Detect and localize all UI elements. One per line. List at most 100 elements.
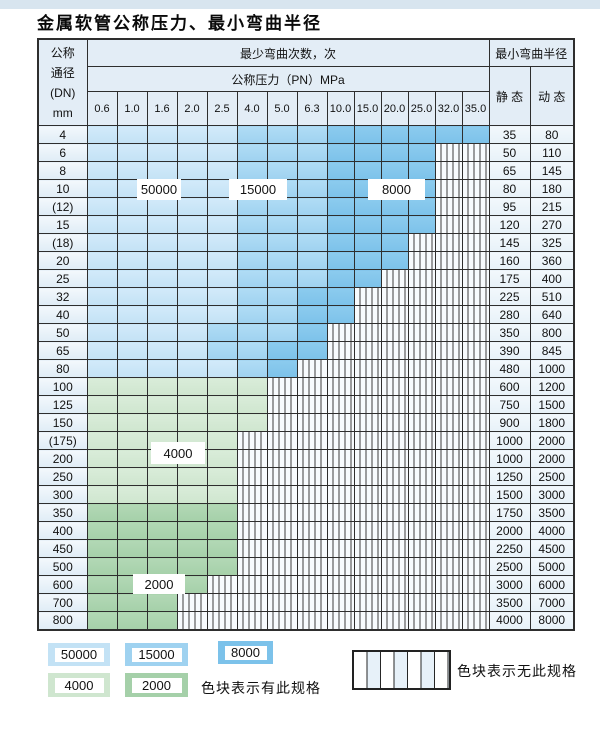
- table-row: 450 2250 4500: [37, 539, 575, 558]
- spec-cell: [146, 197, 178, 216]
- spec-cell: [353, 161, 382, 180]
- spec-cell: [326, 431, 355, 450]
- spec-cell: [176, 557, 208, 576]
- table-row: 150 900 1800: [37, 413, 575, 432]
- spec-cell: [461, 503, 490, 522]
- static-value: 65: [488, 161, 531, 180]
- spec-cell: [86, 233, 118, 252]
- spec-cell: [206, 251, 238, 270]
- spec-cell: [86, 197, 118, 216]
- spec-cell: [380, 431, 409, 450]
- spec-cell: [146, 215, 178, 234]
- spec-cell: [461, 215, 490, 234]
- spec-cell: [236, 287, 268, 306]
- spec-cell: [206, 539, 238, 558]
- legend-swatch-label: 15000: [131, 647, 182, 662]
- dn-cell: 100: [37, 377, 88, 396]
- static-value: 2000: [488, 521, 531, 540]
- spec-cell: [176, 413, 208, 432]
- spec-cell: [407, 197, 436, 216]
- dynamic-value: 510: [529, 287, 575, 306]
- cycle-count-label-15000: 15000: [229, 179, 287, 200]
- spec-cell: [236, 503, 268, 522]
- spec-cell: [86, 269, 118, 288]
- spec-cell: [146, 125, 178, 144]
- spec-cell: [86, 467, 118, 486]
- spec-cell: [434, 539, 463, 558]
- legend-swatch-2000: 2000: [125, 673, 188, 697]
- static-value: 3500: [488, 593, 531, 612]
- spec-cell: [353, 593, 382, 612]
- spec-cell: [266, 161, 298, 180]
- spec-cell: [296, 359, 328, 378]
- dynamic-value: 6000: [529, 575, 575, 594]
- dn-cell: 15: [37, 215, 88, 234]
- spec-cell: [461, 449, 490, 468]
- spec-cell: [176, 467, 208, 486]
- spec-cell: [380, 269, 409, 288]
- table-row: 10 80 180: [37, 179, 575, 198]
- spec-cell: [296, 395, 328, 414]
- spec-cell: [353, 143, 382, 162]
- dynamic-value: 1000: [529, 359, 575, 378]
- spec-cell: [461, 521, 490, 540]
- spec-cell: [206, 449, 238, 468]
- spec-cell: [380, 611, 409, 630]
- spec-cell: [266, 503, 298, 522]
- spec-cell: [116, 269, 148, 288]
- spec-cell: [236, 305, 268, 324]
- table-row: 350 1750 3500: [37, 503, 575, 522]
- spec-cell: [236, 323, 268, 342]
- spec-cell: [407, 269, 436, 288]
- spec-cell: [434, 197, 463, 216]
- spec-cell: [353, 413, 382, 432]
- static-value: 1000: [488, 449, 531, 468]
- dn-cell: (18): [37, 233, 88, 252]
- spec-cell: [236, 521, 268, 540]
- cycle-count-label-50000: 50000: [137, 179, 181, 200]
- pressure-spec-table: 公称 通径 (DN) mm 最少弯曲次数，次 最小弯曲半径 公称压力（PN）MPa 静 态动 …: [37, 38, 575, 631]
- spec-cell: [86, 161, 118, 180]
- dn-cell: 300: [37, 485, 88, 504]
- dn-cell: 32: [37, 287, 88, 306]
- spec-cell: [326, 377, 355, 396]
- spec-cell: [206, 431, 238, 450]
- spec-cell: [407, 395, 436, 414]
- spec-cell: [146, 611, 178, 630]
- spec-cell: [176, 215, 208, 234]
- static-value: 120: [488, 215, 531, 234]
- spec-cell: [326, 269, 355, 288]
- bend-cycles-header: 最少弯曲次数，次: [86, 38, 490, 67]
- spec-cell: [86, 485, 118, 504]
- spec-cell: [146, 161, 178, 180]
- spec-cell: [116, 287, 148, 306]
- spec-cell: [434, 467, 463, 486]
- pressure-tick: 32.0: [434, 91, 463, 126]
- spec-cell: [434, 161, 463, 180]
- spec-cell: [461, 359, 490, 378]
- spec-cell: [380, 233, 409, 252]
- spec-cell: [434, 269, 463, 288]
- spec-cell: [353, 521, 382, 540]
- dn-cell: 20: [37, 251, 88, 270]
- dynamic-value: 400: [529, 269, 575, 288]
- spec-cell: [461, 341, 490, 360]
- spec-cell: [266, 611, 298, 630]
- spec-cell: [116, 521, 148, 540]
- spec-cell: [176, 359, 208, 378]
- spec-cell: [407, 467, 436, 486]
- spec-cell: [176, 539, 208, 558]
- spec-cell: [236, 539, 268, 558]
- spec-cell: [176, 305, 208, 324]
- spec-cell: [434, 611, 463, 630]
- spec-cell: [266, 431, 298, 450]
- spec-cell: [296, 287, 328, 306]
- spec-cell: [86, 431, 118, 450]
- spec-cell: [461, 611, 490, 630]
- dn-column-header-line: mm: [52, 105, 73, 120]
- spec-cell: [266, 521, 298, 540]
- spec-cell: [206, 377, 238, 396]
- spec-cell: [86, 503, 118, 522]
- spec-cell: [146, 503, 178, 522]
- spec-cell: [326, 557, 355, 576]
